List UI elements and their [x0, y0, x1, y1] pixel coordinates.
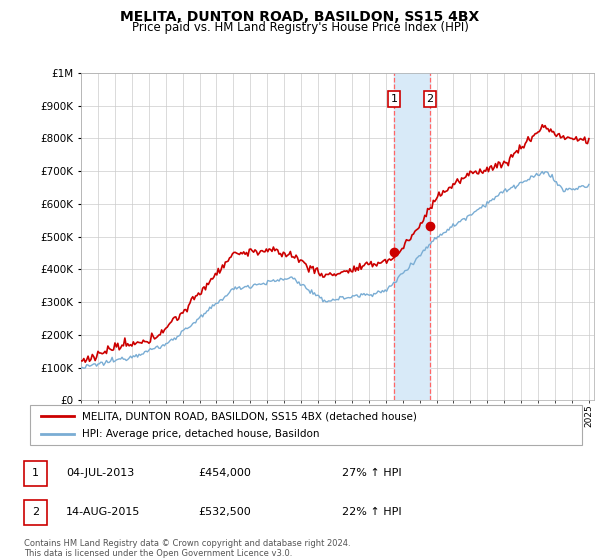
Text: MELITA, DUNTON ROAD, BASILDON, SS15 4BX (detached house): MELITA, DUNTON ROAD, BASILDON, SS15 4BX … — [82, 411, 418, 421]
Text: HPI: Average price, detached house, Basildon: HPI: Average price, detached house, Basi… — [82, 430, 320, 439]
Text: Contains HM Land Registry data © Crown copyright and database right 2024.
This d: Contains HM Land Registry data © Crown c… — [24, 539, 350, 558]
Text: 1: 1 — [391, 94, 398, 104]
Text: Price paid vs. HM Land Registry's House Price Index (HPI): Price paid vs. HM Land Registry's House … — [131, 21, 469, 34]
FancyBboxPatch shape — [30, 405, 582, 445]
Text: 22% ↑ HPI: 22% ↑ HPI — [342, 507, 401, 517]
Bar — [394, 73, 430, 400]
Text: £454,000: £454,000 — [198, 468, 251, 478]
Text: MELITA, DUNTON ROAD, BASILDON, SS15 4BX: MELITA, DUNTON ROAD, BASILDON, SS15 4BX — [121, 10, 479, 24]
Text: 1: 1 — [32, 468, 39, 478]
Text: 14-AUG-2015: 14-AUG-2015 — [66, 507, 140, 517]
Text: 2: 2 — [32, 507, 39, 517]
Text: 04-JUL-2013: 04-JUL-2013 — [66, 468, 134, 478]
Text: 27% ↑ HPI: 27% ↑ HPI — [342, 468, 401, 478]
Text: 2: 2 — [427, 94, 434, 104]
Text: £532,500: £532,500 — [198, 507, 251, 517]
